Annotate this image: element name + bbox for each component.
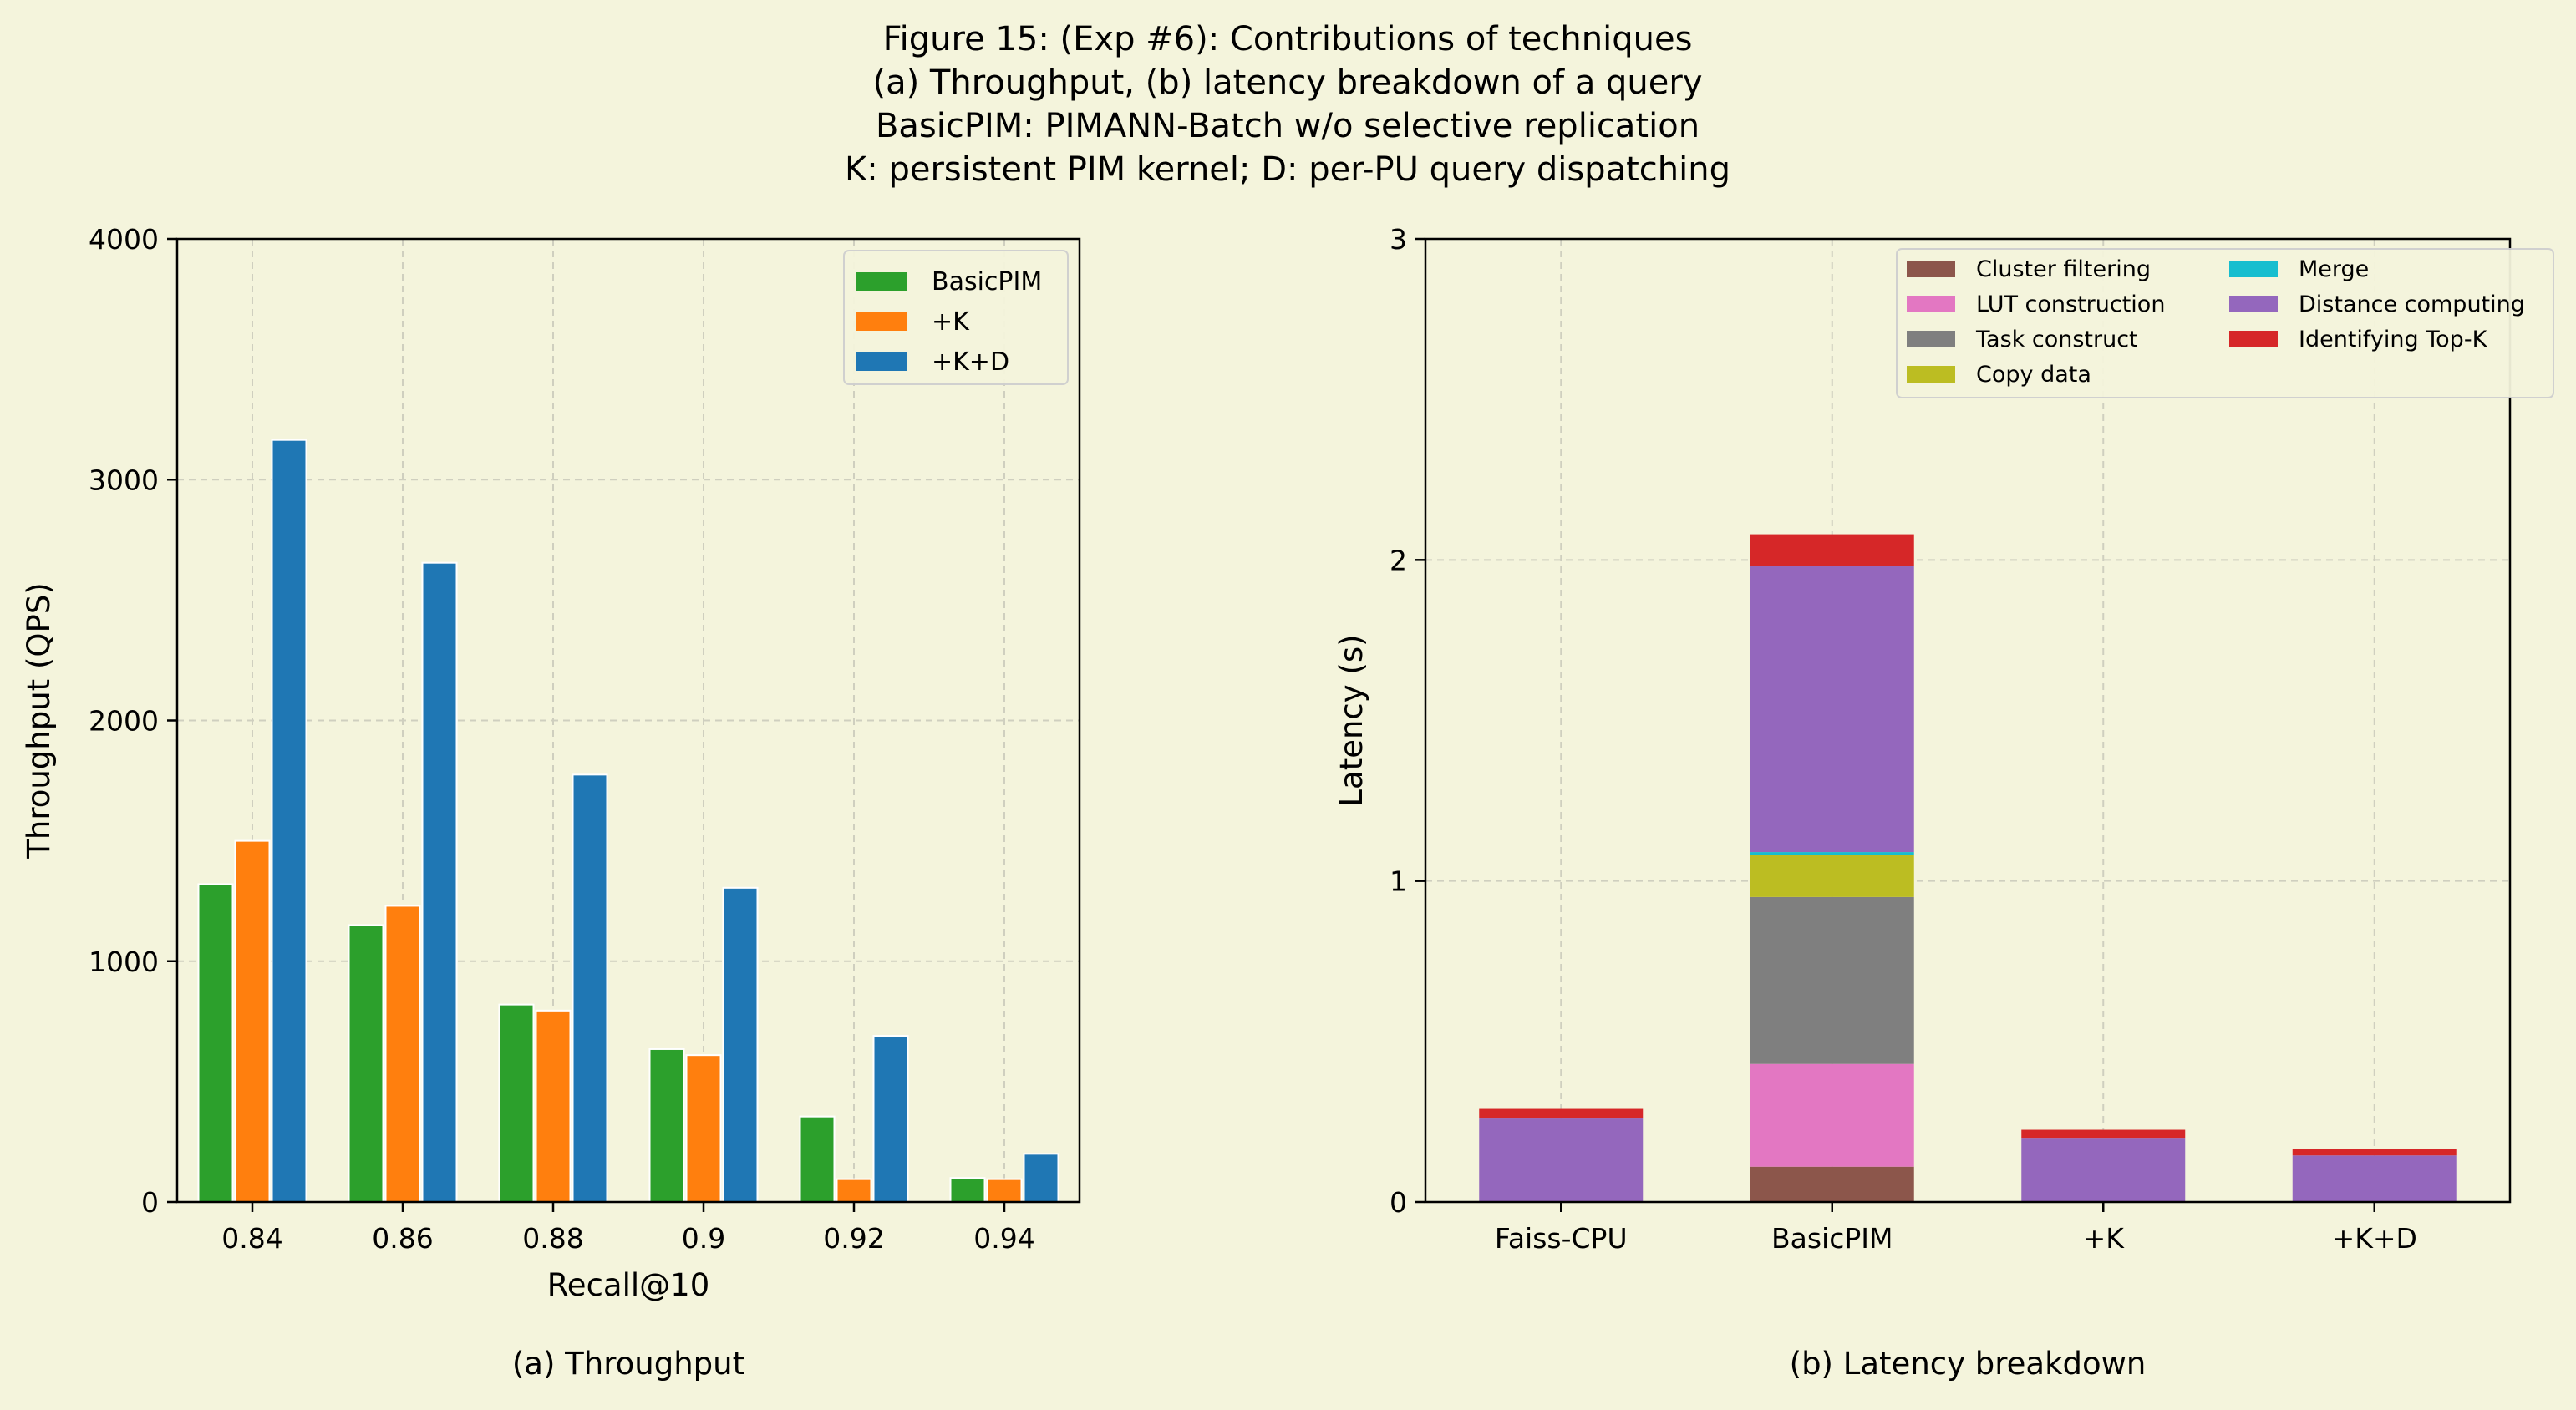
y-axis-label: Latency (s) xyxy=(1334,634,1369,806)
legend-label: Identifying Top-K xyxy=(2299,327,2488,352)
x-tick-label: +K+D xyxy=(2332,1222,2417,1255)
bar--k xyxy=(384,905,421,1203)
bar--k-d xyxy=(271,439,307,1203)
bar--k-d xyxy=(572,773,608,1203)
bar-basicpim xyxy=(949,1177,986,1204)
chart-caption: (a) Throughput xyxy=(512,1346,744,1382)
bar--k-d xyxy=(1023,1153,1059,1203)
title-line-4: K: persistent PIM kernel; D: per-PU quer… xyxy=(845,150,1730,189)
legend-label: Cluster filtering xyxy=(1976,256,2151,282)
stack-segment-distance-computing xyxy=(2021,1138,2186,1202)
latency-chart: 0 1 2 3 Faiss-CPU BasicPIM +K +K+D Latency (s) (b… xyxy=(1334,223,2554,1382)
y-tick-label: 3000 xyxy=(89,464,159,496)
x-tick-label: 0.9 xyxy=(682,1222,725,1255)
y-tick-label: 2000 xyxy=(89,705,159,738)
legend-swatch xyxy=(1907,331,1955,347)
y-tick-label: 1000 xyxy=(89,946,159,978)
title-line-2: (a) Throughput, (b) latency breakdown of… xyxy=(872,63,1702,102)
stack-segment-distance-computing xyxy=(1750,566,1914,853)
bar-basicpim xyxy=(648,1047,685,1204)
legend-label: Merge xyxy=(2299,256,2369,282)
bar--k-d xyxy=(421,561,458,1203)
bar--k-d xyxy=(722,886,759,1203)
legend-label: +K+D xyxy=(932,347,1009,377)
legend-swatch xyxy=(856,312,907,331)
legend-swatch xyxy=(2229,261,2278,277)
legend-swatch xyxy=(1907,366,1955,383)
y-tick-label: 0 xyxy=(1390,1186,1407,1219)
throughput-chart: 0 1000 2000 3000 4000 0.84 0.86 0.88 0.9 0.92 0.94… xyxy=(21,223,1081,1382)
stack-segment-identifying-top-k xyxy=(2292,1149,2457,1156)
bar-basicpim xyxy=(197,883,234,1203)
stack-segment-distance-computing xyxy=(1479,1118,1644,1202)
chart-caption: (b) Latency breakdown xyxy=(1790,1346,2147,1382)
y-tick-label: 0 xyxy=(141,1186,159,1219)
bar--k xyxy=(836,1178,872,1203)
stack-segment-cluster-filtering xyxy=(1750,1166,1914,1202)
stack-segment-distance-computing xyxy=(2292,1155,2457,1202)
legend-swatch xyxy=(1907,296,1955,312)
legend-label: Distance computing xyxy=(2299,292,2525,317)
legend-swatch xyxy=(856,272,907,291)
legend-label: Copy data xyxy=(1976,362,2091,388)
stack-segment-copy-data xyxy=(1750,855,1914,897)
y-tick-label: 4000 xyxy=(89,223,159,256)
bar--k xyxy=(685,1054,722,1203)
legend-swatch xyxy=(1907,261,1955,277)
y-axis-label: Throughput (QPS) xyxy=(21,582,57,859)
x-tick-label: 0.92 xyxy=(823,1222,884,1255)
stack-segment-identifying-top-k xyxy=(2021,1129,2186,1139)
y-tick-label: 1 xyxy=(1390,865,1407,898)
x-tick-label: 0.84 xyxy=(221,1222,282,1255)
x-tick-label: 0.94 xyxy=(973,1222,1034,1255)
stack-segment-lut-construction xyxy=(1750,1063,1914,1167)
legend-swatch xyxy=(856,352,907,371)
legend-label: +K xyxy=(932,307,970,337)
legend-swatch xyxy=(2229,296,2278,312)
legend-box xyxy=(1896,248,2554,398)
x-tick-label: BasicPIM xyxy=(1771,1222,1893,1255)
figure-title: Figure 15: (Exp #6): Contributions of te… xyxy=(845,20,1730,189)
x-tick-label: Faiss-CPU xyxy=(1495,1222,1628,1255)
y-tick-label: 2 xyxy=(1390,544,1407,576)
bar--k-d xyxy=(872,1035,909,1204)
bar--k xyxy=(535,1009,572,1204)
legend-label: BasicPIM xyxy=(932,267,1042,297)
bar-basicpim xyxy=(348,924,384,1203)
x-tick-label: 0.88 xyxy=(522,1222,583,1255)
x-tick-label: 0.86 xyxy=(372,1222,433,1255)
legend-swatch xyxy=(2229,331,2278,347)
x-tick-label: +K xyxy=(2083,1222,2126,1255)
axes-frame xyxy=(1424,237,2512,1204)
bar-basicpim xyxy=(498,1003,535,1204)
title-line-1: Figure 15: (Exp #6): Contributions of te… xyxy=(883,20,1693,58)
legend-label: Task construct xyxy=(1975,327,2138,352)
stack-segment-identifying-top-k xyxy=(1750,534,1914,567)
y-tick-label: 3 xyxy=(1390,223,1407,256)
bar--k xyxy=(986,1178,1023,1203)
stack-segment-merge xyxy=(1750,852,1914,855)
x-axis-label: Recall@10 xyxy=(547,1267,709,1303)
bar-basicpim xyxy=(799,1115,836,1204)
stack-segment-task-construct xyxy=(1750,896,1914,1064)
stack-segment-identifying-top-k xyxy=(1479,1108,1644,1119)
legend-label: LUT construction xyxy=(1976,292,2165,317)
title-line-3: BasicPIM: PIMANN-Batch w/o selective rep… xyxy=(876,107,1700,145)
bar--k xyxy=(234,839,271,1203)
